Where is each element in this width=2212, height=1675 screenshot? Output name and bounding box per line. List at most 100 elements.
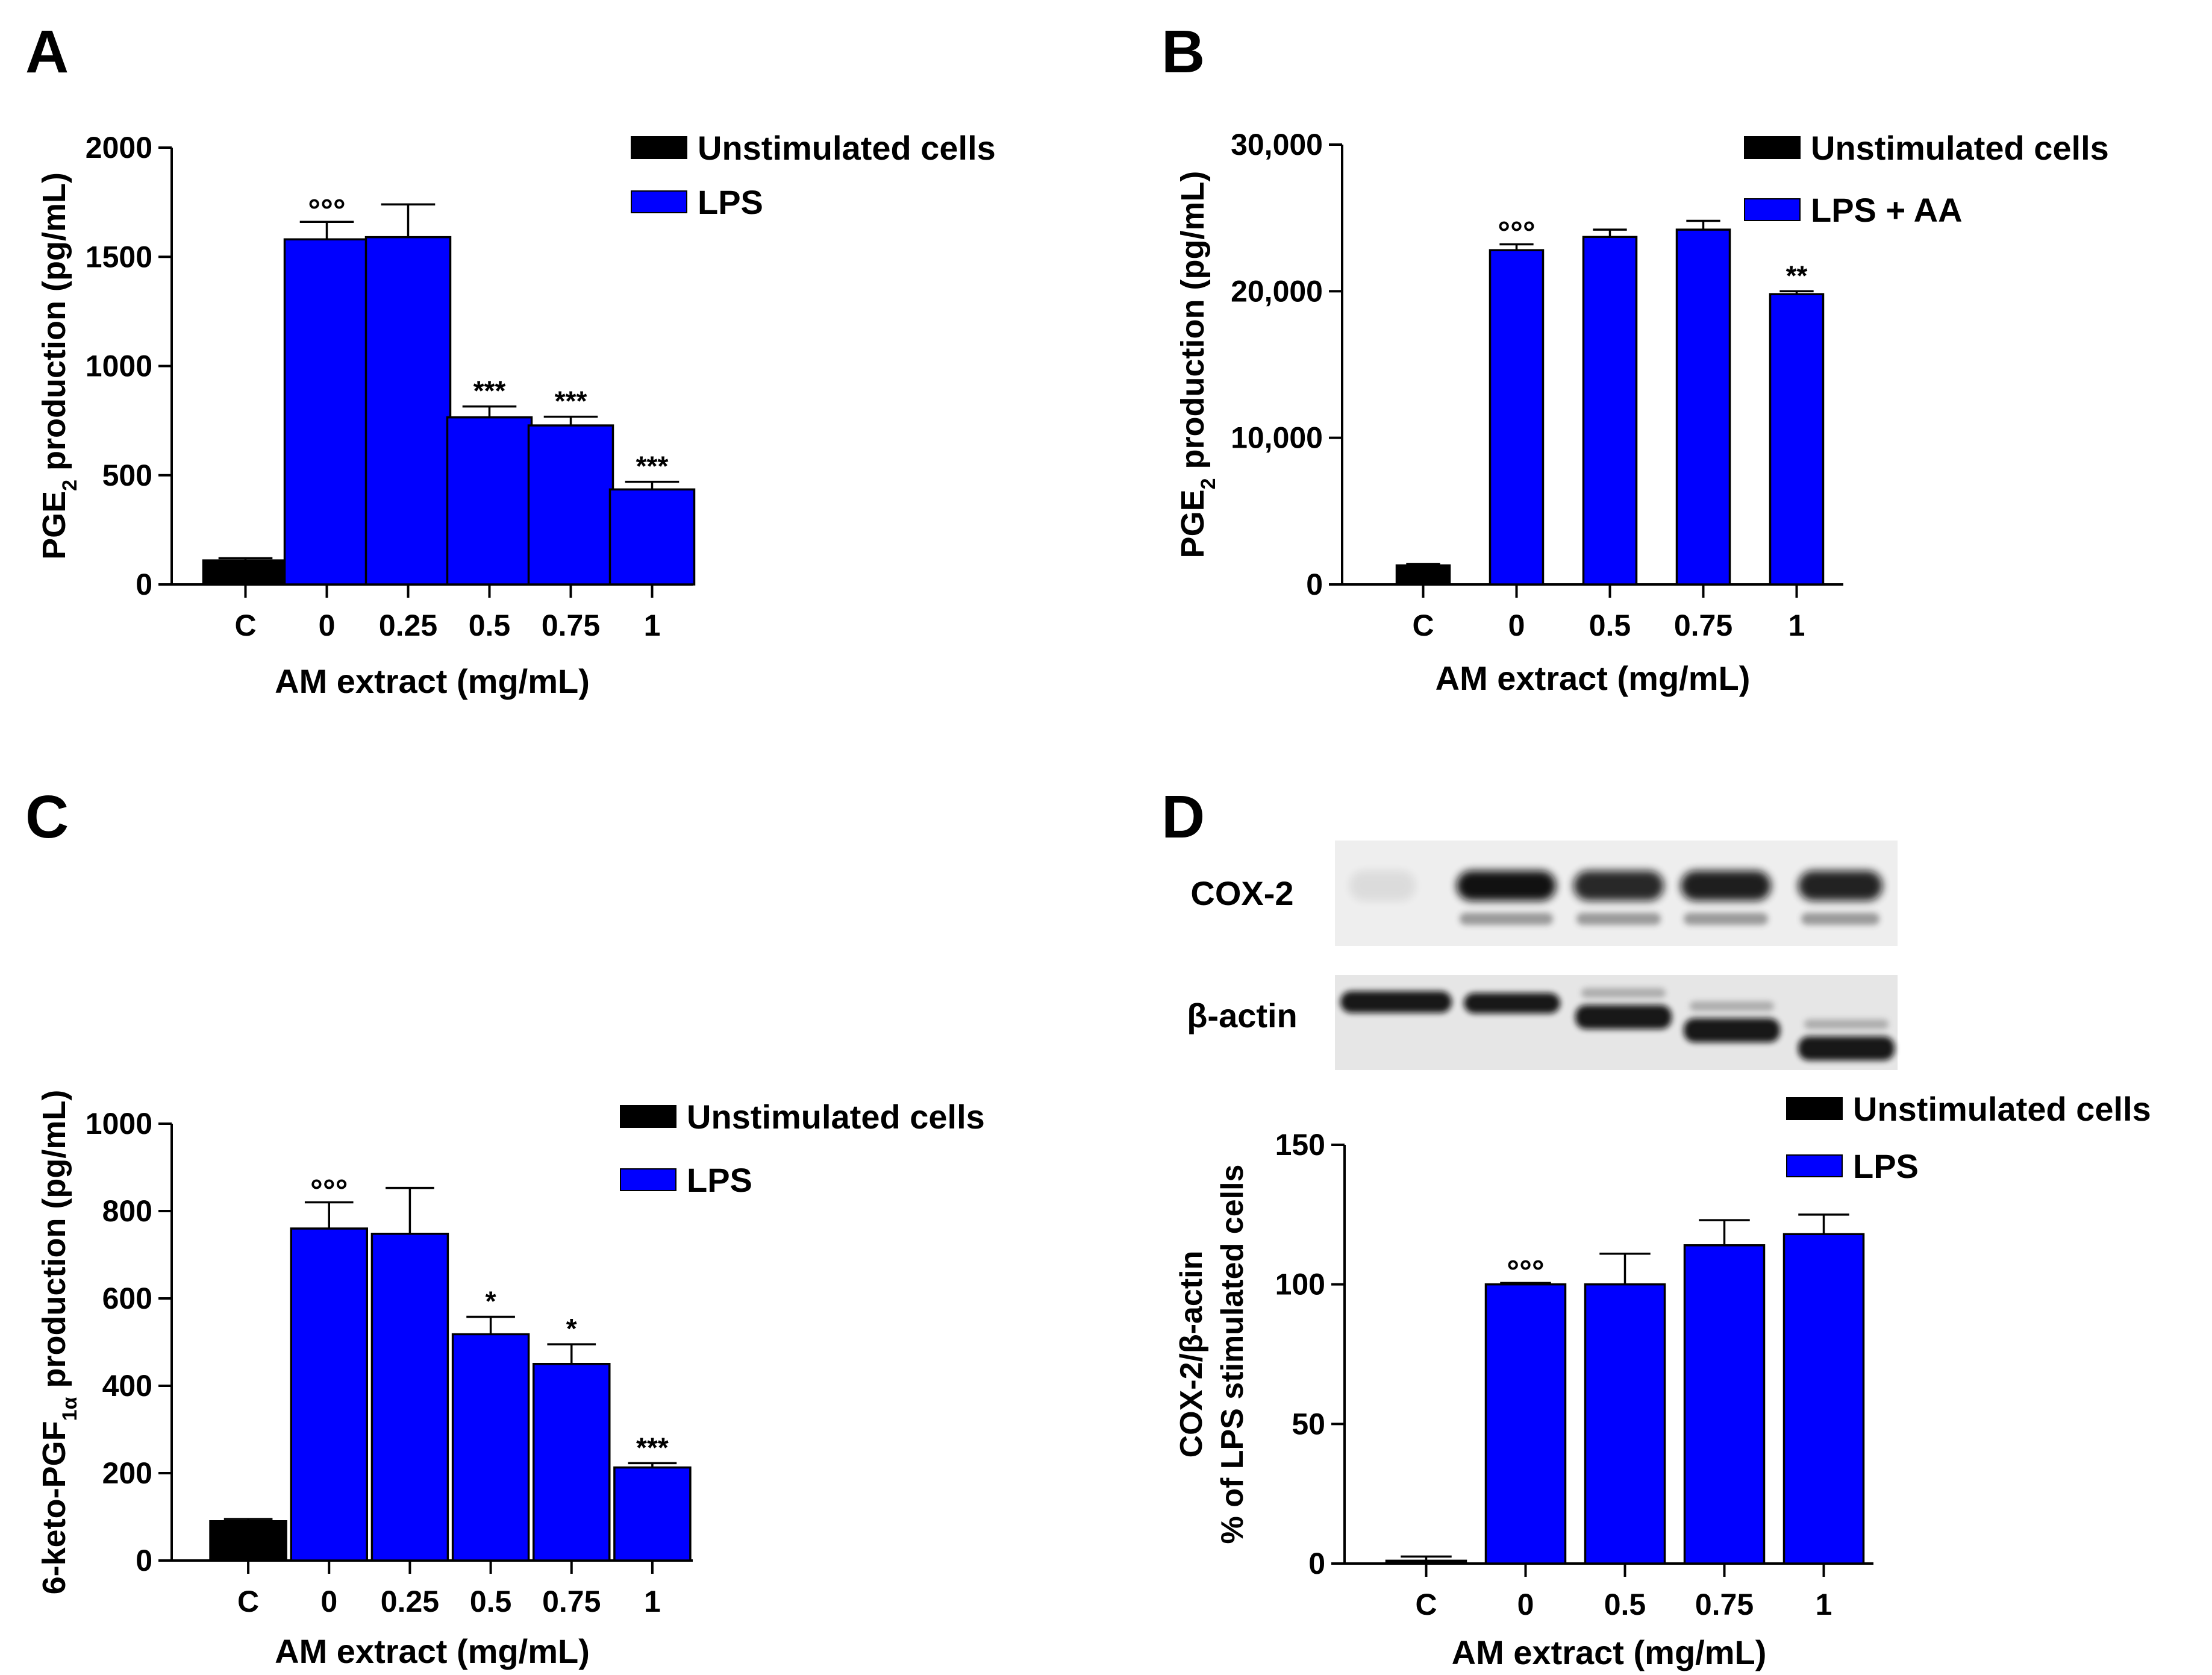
y-axis-label: PGE2 production (pg/mL) [1175,171,1220,559]
legend-label: LPS [1853,1147,1919,1185]
legend-label: Unstimulated cells [1811,129,2109,167]
bar-lps-1 [1782,1233,1865,1565]
x-axis-label: AM extract (mg/mL) [1452,1633,1767,1671]
x-tick-label: 0.5 [469,609,511,642]
legend-swatch-lps [620,1168,676,1191]
x-tick-label: 0.5 [1589,609,1631,642]
bar-lps-0.75 [533,1363,611,1562]
y-tick-label: 10,000 [1231,421,1323,455]
bar-lps-1 [613,1466,692,1562]
x-tick-label: 1 [644,609,661,642]
bar-lps-1 [608,488,696,586]
y-tick-label: 1000 [86,1107,152,1141]
bar-unstimulated-C [209,1520,287,1562]
cox2-minor-band [1576,913,1661,925]
y-tick-label: 800 [102,1194,152,1228]
bar-lps-0 [283,238,370,586]
x-tick-label: 0.25 [379,609,437,642]
beta-actin-minor-band [1581,988,1666,998]
significance-mark: * [486,1285,496,1317]
y-tick-label: 20,000 [1231,274,1323,308]
cox2-band [1457,871,1556,901]
bar-lps-0.5 [451,1333,530,1562]
legend-label: Unstimulated cells [1853,1090,2151,1128]
significance-mark: *** [473,375,506,407]
y-tick-label: 100 [1275,1268,1325,1301]
significance-mark: *** [636,451,669,482]
y-tick-label: 400 [102,1369,152,1403]
y-axis-label: COX-2/β-actin [1174,1251,1209,1458]
legend-swatch-lps [631,190,687,213]
x-tick-label: 0.75 [1674,609,1732,642]
x-tick-label: C [234,609,256,642]
x-axis-label: AM extract (mg/mL) [275,1632,590,1670]
significance-mark: * [566,1313,577,1344]
bar-lps-0 [290,1227,368,1562]
y-tick-label: 1000 [86,349,152,383]
y-tick-label: 50 [1292,1407,1325,1441]
y-tick-label: 1500 [86,240,152,274]
cox2-minor-band [1801,913,1879,925]
y-axis-label: PGE2 production (pg/mL) [36,172,81,560]
panel-c: C 0 200 400 600 800 1000 C °°° 0 0.25 * 0.5 * 0.75 *** 1… [25,783,985,1670]
legend-swatch-unstimulated [620,1105,676,1128]
bar-unstimulated-C [1395,564,1451,586]
x-tick-label: 0 [319,609,336,642]
beta-actin-band [1684,1018,1780,1042]
cox2-minor-band [1460,913,1553,925]
x-axis-label: AM extract (mg/mL) [275,662,590,700]
blot-label-cox2: COX-2 [1190,874,1293,912]
x-tick-label: 1 [1789,609,1805,642]
y-tick-label: 30,000 [1231,128,1323,161]
beta-actin-band [1798,1036,1895,1060]
panel-label: D [1161,783,1205,851]
beta-actin-minor-band [1690,1001,1774,1011]
x-tick-label: 0.75 [542,1585,601,1618]
y-tick-label: 500 [102,459,152,492]
y-axis-label: 6-keto-PGF1α production (pg/mL) [36,1090,81,1595]
x-tick-label: 0.75 [1695,1588,1754,1621]
bar-lps-0.5 [446,416,533,586]
beta-actin-band [1464,993,1560,1013]
bar-unstimulated-C [202,559,289,586]
beta-actin-band [1340,991,1452,1013]
legend-label: LPS + AA [1811,191,1963,229]
x-tick-label: 0 [1508,609,1525,642]
cox2-band [1681,871,1771,901]
legend-label: Unstimulated cells [687,1098,985,1136]
legend-label: LPS [687,1161,752,1199]
significance-mark: °°° [308,193,345,228]
x-tick-label: 1 [1816,1588,1832,1621]
x-tick-label: 0 [1517,1588,1534,1621]
beta-actin-band [1575,1005,1672,1029]
y-tick-label: 0 [136,568,152,601]
bar-lps-0.5 [1584,1283,1666,1565]
y-tick-label: 2000 [86,131,152,164]
y-tick-label: 0 [1308,1547,1325,1580]
y-tick-label: 0 [136,1544,152,1577]
significance-mark: *** [555,386,587,417]
y-tick-label: 150 [1275,1128,1325,1162]
significance-mark: ** [1786,260,1808,291]
bar-lps-0.25 [370,1232,449,1562]
panel-label: B [1161,18,1205,86]
beta-actin-minor-band [1804,1019,1889,1029]
legend-swatch-lps [1744,198,1801,221]
legend-swatch-unstimulated [1786,1097,1843,1120]
bar-lps-0.5 [1582,236,1638,586]
x-tick-label: 1 [644,1585,661,1618]
x-tick-label: C [1412,609,1434,642]
x-tick-label: 0.5 [470,1585,512,1618]
significance-mark: °°° [310,1174,348,1209]
panel-a: A 0 500 1000 1500 2000 C °°° 0 0.25 *** 0.5 *** 0.75 *… [25,18,996,700]
panel-b: B 0 10,000 20,000 30,000 C °°° 0 0.5 0.75 ** 1 AM ex… [1161,18,2109,697]
bar-lps-1 [1769,293,1825,586]
x-tick-label: 0 [320,1585,337,1618]
significance-mark: *** [636,1432,669,1463]
panel-label: A [25,18,69,86]
cox2-minor-band [1684,913,1768,925]
legend-label: LPS [698,183,763,221]
x-tick-label: C [1415,1588,1437,1621]
y-tick-label: 0 [1306,568,1323,601]
